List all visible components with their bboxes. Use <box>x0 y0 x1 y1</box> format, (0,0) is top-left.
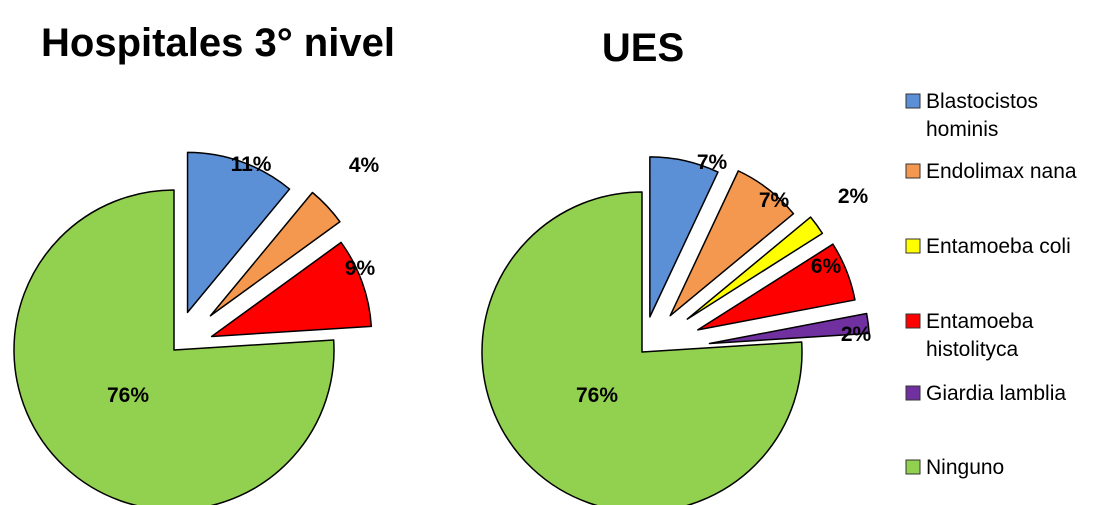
data-label-ninguno: 76% <box>576 384 618 407</box>
legend-label-blastocistos-hominis: Blastocistos hominis <box>926 90 1038 141</box>
data-label-endolimax-nana: 4% <box>349 154 380 177</box>
pie-slice-endolimax-nana <box>209 191 341 317</box>
pie-slice-entamoeba-histolityca <box>697 243 856 331</box>
legend-swatch-entamoeba-coli <box>905 238 921 254</box>
chart-legend: Blastocistos hominis Endolimax nana Entamoe… <box>905 90 1077 479</box>
legend-label-entamoeba-histolityca: Entamoeba histolityca <box>926 310 1034 361</box>
pie-chart-ues: 7% 7% 2% 6% 2% 76% <box>481 151 872 505</box>
legend-label-giardia-lamblia: Giardia lamblia <box>926 382 1066 405</box>
legend-label-entamoeba-coli: Entamoeba coli <box>926 235 1071 258</box>
pie-slice-ninguno <box>13 189 335 505</box>
legend-swatch-endolimax-nana <box>905 163 921 179</box>
pie-slice-blastocistos-hominis <box>186 151 291 314</box>
data-label-blastocistos-hominis: 7% <box>697 151 728 174</box>
pie-chart-hospitales: 11% 4% 9% 76% <box>13 151 380 505</box>
data-label-entamoeba-coli: 2% <box>838 185 869 208</box>
legend-swatch-ninguno <box>905 459 921 475</box>
legend-label-ninguno: Ninguno <box>926 456 1004 479</box>
pie-slice-ninguno <box>481 191 803 505</box>
legend-swatch-blastocistos-hominis <box>905 93 921 109</box>
chart-title-hospitales: Hospitales 3° nivel <box>41 21 395 65</box>
data-label-entamoeba-histolityca: 6% <box>811 255 842 278</box>
data-label-giardia-lamblia: 2% <box>841 323 872 346</box>
data-label-endolimax-nana: 7% <box>759 189 790 212</box>
data-label-entamoeba-histolityca: 9% <box>345 257 376 280</box>
legend-label-endolimax-nana: Endolimax nana <box>926 160 1077 183</box>
pie-slice-entamoeba-histolityca <box>210 241 373 338</box>
legend-swatch-entamoeba-histolityca <box>905 313 921 329</box>
pie-slice-blastocistos-hominis <box>649 156 719 318</box>
pie-slice-entamoeba-coli <box>686 216 824 320</box>
chart-title-ues: UES <box>602 26 684 70</box>
data-label-ninguno: 76% <box>107 384 149 407</box>
pie-slice-endolimax-nana <box>669 170 795 317</box>
legend-swatch-giardia-lamblia <box>905 385 921 401</box>
pie-slice-giardia-lamblia <box>708 312 870 345</box>
data-label-blastocistos-hominis: 11% <box>231 153 272 176</box>
